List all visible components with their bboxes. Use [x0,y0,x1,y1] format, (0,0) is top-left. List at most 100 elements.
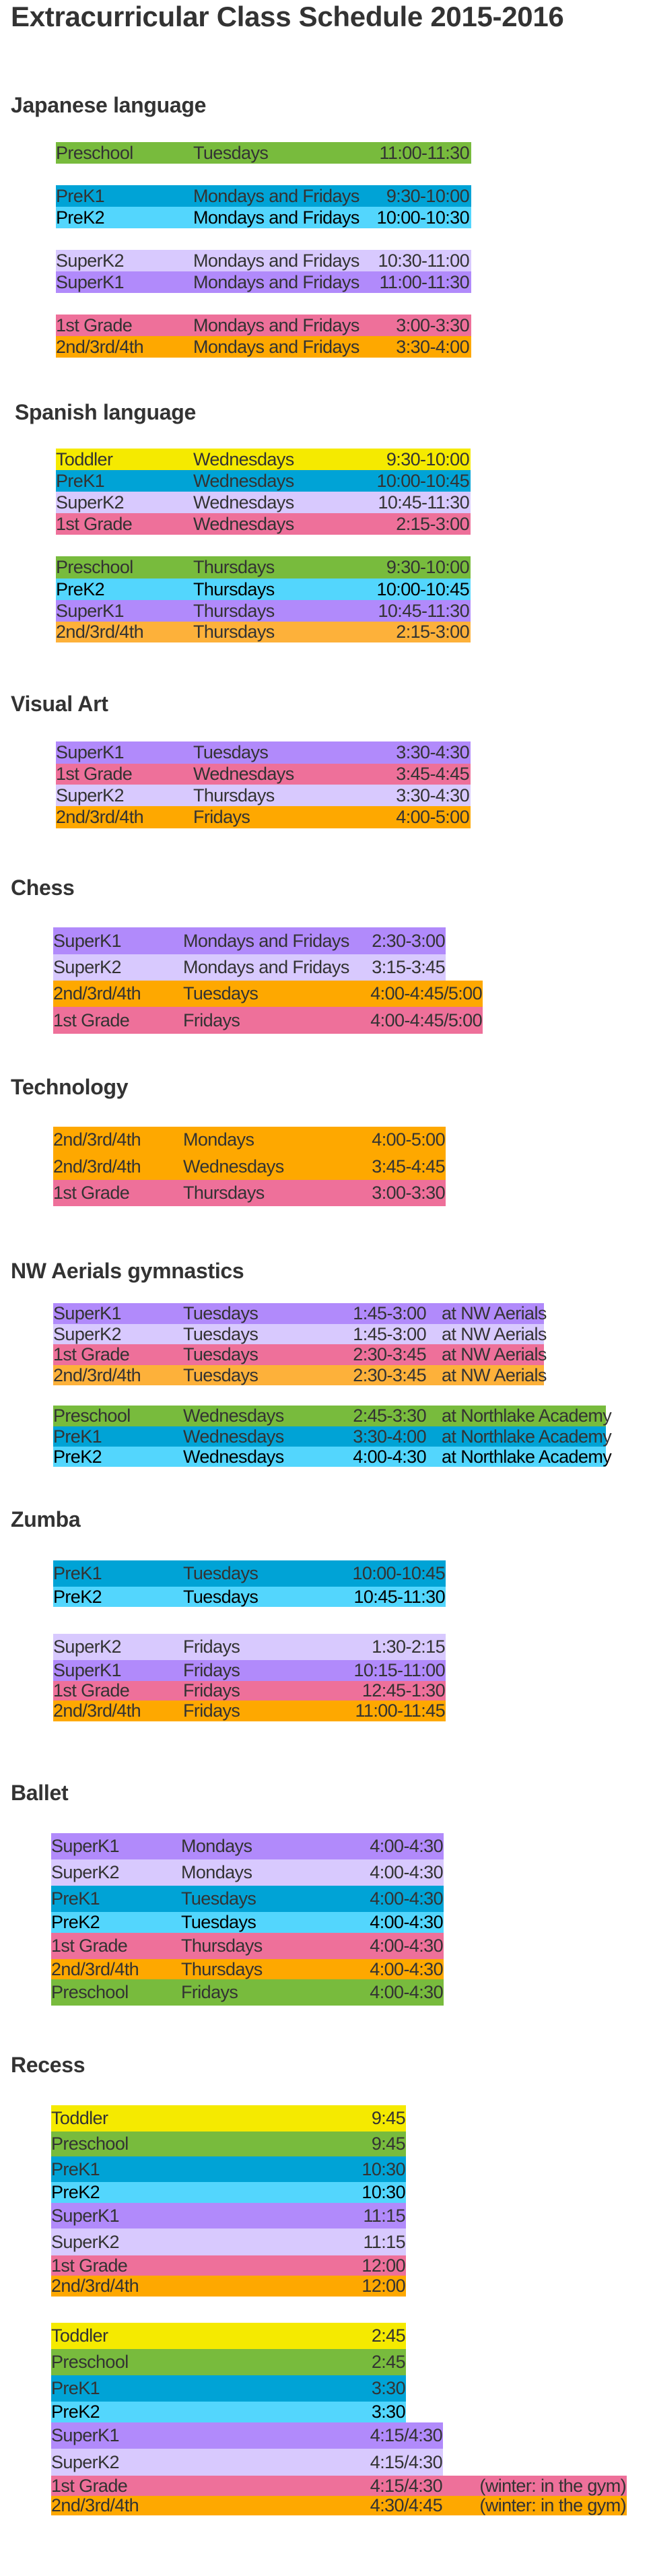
schedule-row: PreK1 Mondays and Fridays 9:30-10:00 [56,185,471,207]
section-heading-spanish-language: Spanish language [15,400,197,424]
day-of-week: Thursdays [193,785,275,805]
class-name: 1st Grade [56,315,133,335]
schedule-row: 1st Grade 4:15/4:30 (winter: in the gym) [51,2476,627,2496]
class-name: PreK2 [53,1446,102,1467]
day-of-week: Thursdays [181,1936,263,1956]
class-time: 9:45 [371,2108,406,2128]
schedule-row: SuperK1 Fridays 10:15-11:00 [53,1660,446,1681]
class-time: 4:30/4:45 [370,2495,443,2515]
day-of-week: Thursdays [193,557,275,577]
schedule-row: SuperK2 Fridays 1:30-2:15 [53,1634,446,1660]
class-name: 1st Grade [51,2475,128,2496]
class-time: 1:45-3:00 [353,1323,426,1344]
section-heading-technology: Technology [11,1075,129,1099]
class-name: SuperK1 [53,930,121,951]
day-of-week: Fridays [193,807,250,827]
class-time: 4:00-4:30 [370,1836,443,1856]
schedule-row: 1st Grade 12:00 [51,2255,406,2276]
class-name: 1st Grade [51,1936,128,1956]
class-name: SuperK1 [56,600,124,621]
class-name: SuperK1 [56,271,124,292]
class-name: PreK2 [51,1912,100,1932]
class-time: 12:45-1:30 [362,1680,446,1700]
day-of-week: Mondays [181,1836,252,1856]
class-name: PreK2 [56,579,105,599]
class-time: 9:30-10:00 [386,185,470,206]
schedule-row: 1st Grade Thursdays 4:00-4:30 [51,1933,444,1959]
schedule-row: PreK1 10:30 [51,2156,406,2182]
class-name: 2nd/3rd/4th [53,1156,141,1177]
schedule-row: PreK1 Wednesdays 10:00-10:45 [56,470,471,492]
schedule-row: SuperK1 11:15 [51,2203,406,2228]
day-of-week: Wednesdays [183,1156,284,1177]
class-time: 4:00-4:45/5:00 [370,1010,482,1030]
class-time: 2:30-3:45 [353,1344,426,1364]
schedule-row: SuperK2 11:15 [51,2228,406,2255]
class-note: (winter: in the gym) [479,2475,626,2496]
schedule-row: 2nd/3rd/4th 12:00 [51,2276,406,2297]
class-name: 2nd/3rd/4th [53,1364,141,1385]
day-of-week: Fridays [181,1982,238,2002]
schedule-row: 1st Grade Fridays 12:45-1:30 [53,1680,446,1700]
class-time: 1:30-2:15 [372,1637,445,1657]
class-location: at NW Aerials [442,1323,547,1344]
schedule-row: PreK2 3:30 [51,2402,406,2422]
class-location: at NW Aerials [442,1364,547,1385]
day-of-week: Tuesdays [183,983,259,1003]
day-of-week: Mondays and Fridays [193,250,359,271]
class-name: 2nd/3rd/4th [51,2495,139,2515]
class-time: 3:45-4:45 [396,764,469,784]
schedule-row: 1st Grade Wednesdays 2:15-3:00 [56,513,471,535]
schedule-row: 2nd/3rd/4th Mondays and Fridays 3:30-4:00 [56,336,471,358]
schedule-row: 2nd/3rd/4th Fridays 4:00-5:00 [56,806,471,828]
class-name: PreK2 [51,2402,100,2422]
class-name: 1st Grade [53,1010,130,1030]
schedule-row: 1st Grade Mondays and Fridays 3:00-3:30 [56,315,471,336]
day-of-week: Wednesdays [183,1406,284,1426]
class-name: 2nd/3rd/4th [53,983,141,1003]
class-name: Preschool [56,557,133,577]
class-time: 4:00-4:30 [370,1936,443,1956]
schedule-row: 2nd/3rd/4th Thursdays 4:00-4:30 [51,1959,444,1979]
class-location: at Northlake Academy [442,1446,612,1467]
schedule-row: Toddler 2:45 [51,2323,406,2349]
schedule-row: SuperK1 Tuesdays 1:45-3:00 at NW Aerials [53,1303,547,1324]
schedule-row: SuperK2 Mondays and Fridays 3:15-3:45 [53,954,446,981]
schedule-row: 2nd/3rd/4th Tuesdays 4:00-4:45/5:00 [53,981,483,1007]
day-of-week: Tuesdays [181,1888,256,1909]
day-of-week: Mondays [183,1129,254,1150]
class-name: SuperK2 [53,957,121,977]
schedule-row: 2nd/3rd/4th Tuesdays 2:30-3:45 at NW Aerial… [53,1364,547,1385]
schedule-row: PreK2 10:30 [51,2182,406,2203]
day-of-week: Wednesdays [193,513,294,534]
class-name: SuperK1 [51,1836,119,1856]
schedule-row: SuperK1 Tuesdays 3:30-4:30 [56,741,471,764]
class-name: Toddler [51,2325,108,2346]
class-time: 10:00-10:45 [352,1563,445,1583]
day-of-week: Mondays [181,1862,252,1882]
section-heading-ballet: Ballet [11,1781,69,1805]
class-name: Preschool [51,2134,129,2154]
day-of-week: Thursdays [183,1183,265,1203]
day-of-week: Thursdays [193,579,275,599]
schedule-row: 2nd/3rd/4th Fridays 11:00-11:45 [53,1700,446,1721]
class-name: 2nd/3rd/4th [53,1129,141,1150]
day-of-week: Tuesdays [183,1364,259,1385]
day-of-week: Wednesdays [193,492,294,513]
class-name: PreK1 [51,1888,100,1909]
class-name: 1st Grade [51,2255,128,2276]
schedule-row: Preschool Tuesdays 11:00-11:30 [56,142,471,164]
class-time: 10:30 [362,2182,405,2202]
section-heading-nw-aerials-gymnastics: NW Aerials gymnastics [11,1259,244,1283]
section-heading-visual-art: Visual Art [11,692,108,716]
day-of-week: Fridays [183,1680,240,1700]
class-time: 2:30-3:45 [353,1364,426,1385]
schedule-row: 1st Grade Tuesdays 2:30-3:45 at NW Aerials [53,1344,547,1365]
class-time: 4:00-4:30 [370,1982,443,2002]
schedule-row: PreK2 Thursdays 10:00-10:45 [56,579,471,600]
class-name: Preschool [51,1982,129,2002]
day-of-week: Mondays and Fridays [193,315,359,335]
day-of-week: Wednesdays [183,1426,284,1447]
day-of-week: Fridays [183,1660,240,1680]
class-time: 10:15-11:00 [353,1660,445,1680]
